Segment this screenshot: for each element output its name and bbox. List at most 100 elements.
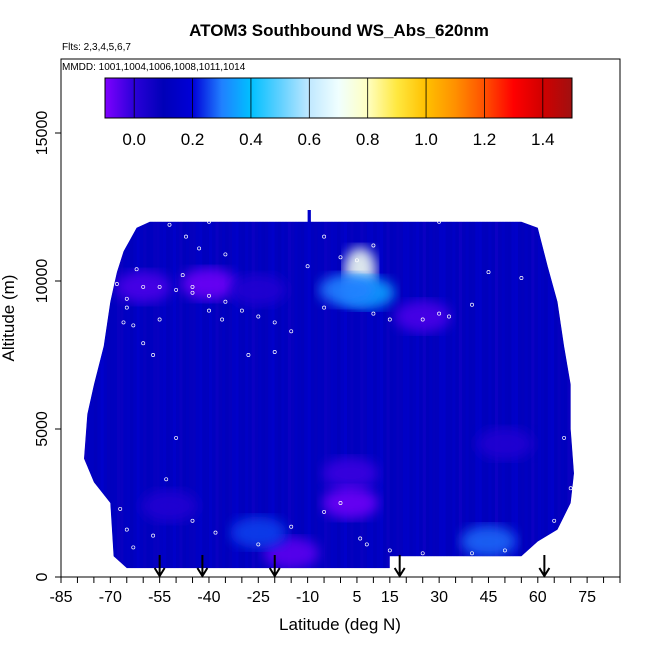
colorbar-tick-label: 1.4 [531,130,555,149]
sample-point [190,518,195,523]
field-column [123,210,127,569]
field-column [406,210,410,569]
field-column [130,210,134,569]
flight-arrow [268,555,281,578]
field-column [107,210,111,569]
field-column [547,210,551,569]
colorbar-tick-label: 0.0 [122,130,146,149]
sample-point [364,542,369,547]
field-column [199,210,203,569]
field-column [261,210,265,569]
field-column [511,210,515,569]
field-column [472,210,476,569]
sample-point [338,501,343,505]
field-anomaly [263,537,320,569]
field-column [527,210,532,569]
field-column [491,210,495,569]
field-anomaly [319,273,376,306]
field-column [524,210,528,569]
field-column [110,210,114,569]
field-column [478,210,482,569]
field-column [133,210,137,569]
field-column [534,210,538,569]
field-column [442,210,446,569]
colorbar: 0.0 0.2 0.4 0.6 0.8 1.0 1.2 1.4 [104,77,573,149]
field-column [192,210,196,569]
field-column [162,210,167,569]
field-column [353,210,357,569]
field-column [465,210,469,569]
field-column [116,210,121,569]
chart-title: ATOM3 Southbound WS_Abs_620nm [189,21,489,40]
field-column [172,210,176,569]
sample-point [174,287,179,292]
field-column [103,210,107,569]
sample-point [272,350,277,354]
field-column [560,210,564,569]
x-tick-label: -70 [99,589,122,606]
sample-point [256,314,261,319]
field-column [363,210,367,569]
field-column [409,210,413,569]
field-column [376,210,380,569]
field-column [294,210,298,569]
field-column [156,210,160,569]
field-anomaly [394,300,451,333]
sample-point [535,545,540,550]
field-column [340,210,344,569]
colorbar-tick-label: 0.4 [239,130,263,149]
field-anomaly [115,270,172,303]
field-column [518,210,522,569]
field-column [449,210,453,569]
sample-point [213,530,218,535]
x-axis-label: Latitude (deg N) [279,615,401,634]
field-column [136,210,140,569]
x-tick-label: 15 [381,589,399,606]
sample-point [157,317,162,322]
field-column [544,210,548,569]
sample-point [322,234,327,239]
field-column [215,210,219,569]
field-column [396,210,400,569]
sample-point [272,320,277,325]
field-column [248,210,252,569]
field-column [356,210,361,569]
field-column [330,210,334,569]
sample-point [124,305,129,310]
y-tick-label: 5000 [34,411,51,447]
colorbar-gradient [104,77,573,119]
field-column [393,210,397,569]
sample-point [167,222,172,227]
field-column [504,210,509,569]
x-tick-label: -40 [197,589,220,606]
field-column [435,210,440,569]
field-column [458,210,463,569]
field-column [462,210,466,569]
sample-point [134,267,139,272]
field-column [189,210,193,569]
sample-point [157,284,162,289]
sample-point [121,320,126,325]
field-column [126,210,130,569]
sample-point [131,323,136,328]
y-axis-label: Altitude (m) [0,275,18,362]
sample-point [371,311,376,316]
sample-point [289,524,294,529]
field-column [228,210,232,569]
field-column [301,210,305,569]
field-column [139,210,144,569]
field-column [182,210,186,569]
field-column [297,210,301,569]
sample-point [141,284,146,289]
sample-point [207,219,211,224]
field-column [432,210,436,569]
field-column [445,210,449,569]
y-axis: 0 5000 10000 15000 [34,111,61,581]
field-column [304,210,308,569]
sample-point [141,341,146,346]
colorbar-tick-label: 1.2 [473,130,497,149]
field-column [212,210,216,569]
field-column [333,210,338,569]
field-column [416,210,420,569]
field-anomaly [181,268,237,300]
